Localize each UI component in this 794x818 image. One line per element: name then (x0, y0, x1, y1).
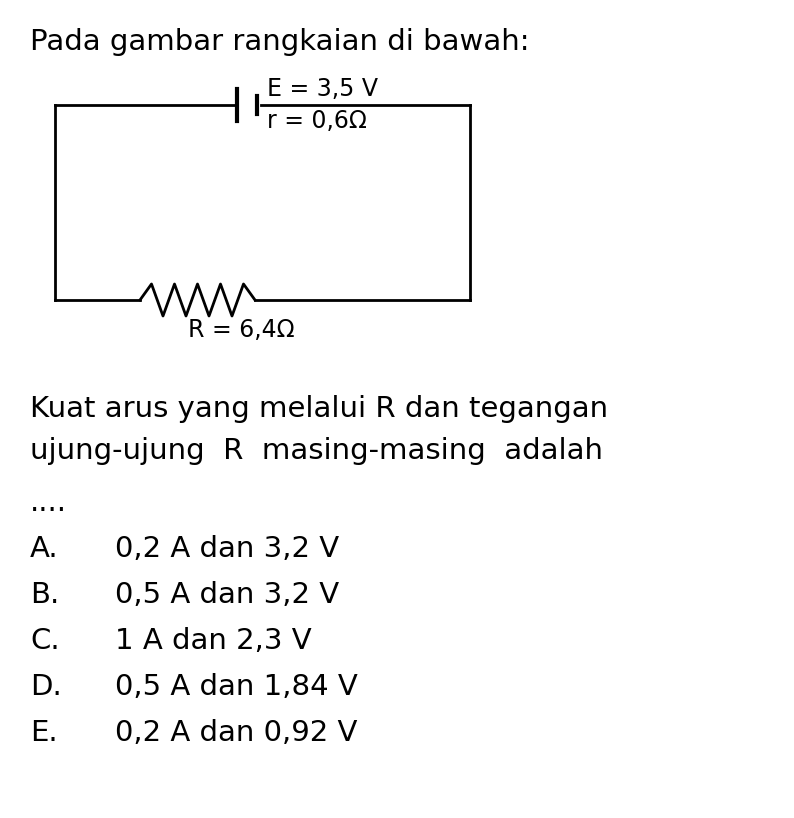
Text: r = 0,6Ω: r = 0,6Ω (267, 109, 367, 133)
Text: 0,2 A dan 3,2 V: 0,2 A dan 3,2 V (115, 535, 339, 563)
Text: 0,2 A dan 0,92 V: 0,2 A dan 0,92 V (115, 719, 357, 747)
Text: E = 3,5 V: E = 3,5 V (267, 77, 378, 101)
Text: Kuat arus yang melalui R dan tegangan: Kuat arus yang melalui R dan tegangan (30, 395, 608, 423)
Text: R = 6,4Ω: R = 6,4Ω (187, 318, 294, 342)
Text: C.: C. (30, 627, 60, 655)
Text: ujung-ujung  R  masing-masing  adalah: ujung-ujung R masing-masing adalah (30, 437, 603, 465)
Text: B.: B. (30, 581, 60, 609)
Text: 1 A dan 2,3 V: 1 A dan 2,3 V (115, 627, 311, 655)
Text: ....: .... (30, 489, 67, 517)
Text: 0,5 A dan 1,84 V: 0,5 A dan 1,84 V (115, 673, 358, 701)
Text: 0,5 A dan 3,2 V: 0,5 A dan 3,2 V (115, 581, 339, 609)
Text: E.: E. (30, 719, 58, 747)
Text: D.: D. (30, 673, 62, 701)
Text: Pada gambar rangkaian di bawah:: Pada gambar rangkaian di bawah: (30, 28, 530, 56)
Text: A.: A. (30, 535, 59, 563)
